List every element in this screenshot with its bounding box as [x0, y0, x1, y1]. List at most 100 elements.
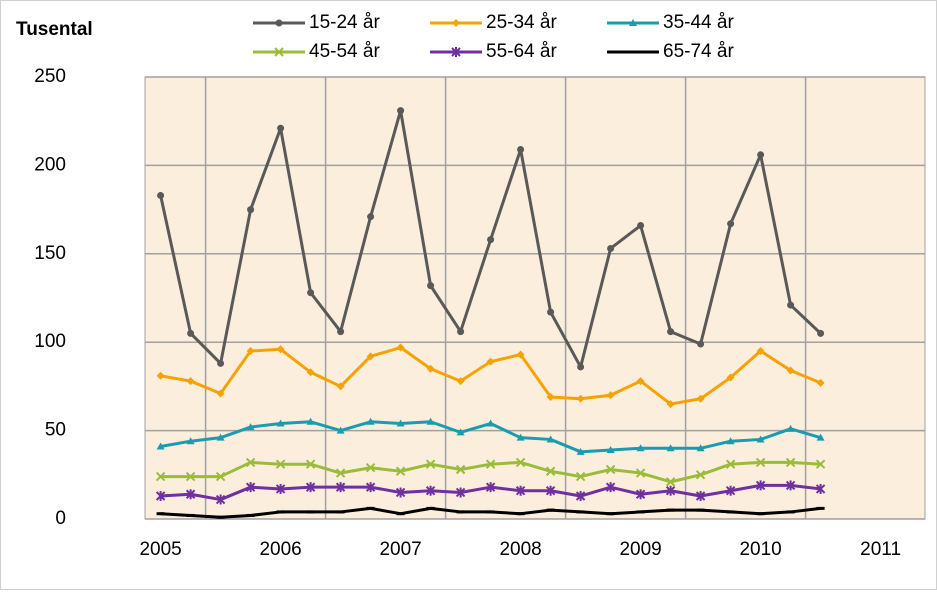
point — [457, 328, 465, 336]
x-tick-label: 2011 — [860, 539, 901, 560]
point — [216, 389, 225, 398]
point — [635, 468, 646, 478]
point — [786, 366, 795, 375]
point — [576, 394, 585, 403]
point — [816, 433, 825, 441]
point — [277, 124, 285, 132]
point — [367, 213, 375, 221]
point — [727, 220, 735, 228]
point — [426, 364, 435, 373]
point — [216, 433, 225, 441]
point — [306, 368, 315, 377]
point — [546, 393, 555, 402]
point — [606, 446, 615, 454]
point — [246, 347, 255, 356]
point — [487, 236, 495, 244]
point — [155, 471, 166, 482]
point — [756, 435, 765, 443]
point — [336, 382, 345, 391]
y-axis-label: Tusental — [16, 19, 93, 40]
point — [666, 400, 675, 409]
y-tick-label: 200 — [34, 154, 66, 175]
point — [425, 485, 436, 496]
point — [785, 480, 796, 491]
point — [695, 491, 706, 502]
point — [246, 423, 255, 431]
point — [247, 206, 255, 214]
point — [307, 289, 315, 297]
point — [486, 419, 495, 427]
point — [726, 373, 735, 382]
point — [396, 419, 405, 427]
legend-label: 45-54 år — [309, 41, 380, 62]
point — [485, 459, 496, 469]
point — [635, 489, 646, 500]
point — [275, 459, 286, 469]
point — [606, 391, 615, 400]
point — [696, 394, 705, 403]
x-tick-label: 2008 — [499, 539, 541, 560]
x-tick-label: 2007 — [379, 539, 421, 560]
point — [516, 350, 525, 359]
point — [186, 377, 195, 386]
point — [815, 483, 826, 494]
point — [276, 419, 285, 427]
legend-label: 55-64 år — [486, 41, 557, 62]
legend-marker — [451, 47, 461, 57]
point — [365, 463, 376, 473]
point — [366, 417, 375, 425]
point — [215, 471, 226, 482]
point — [426, 417, 435, 425]
point — [456, 377, 465, 386]
point — [425, 459, 436, 469]
legend-label: 15-24 år — [309, 12, 380, 33]
point — [577, 363, 585, 371]
point — [607, 244, 615, 252]
point — [757, 151, 765, 159]
point — [817, 329, 825, 337]
legend-marker — [275, 19, 283, 27]
point — [516, 433, 525, 441]
point — [665, 477, 676, 487]
legend-label: 35-44 år — [663, 12, 734, 33]
point — [545, 485, 556, 496]
point — [786, 424, 795, 432]
point — [335, 468, 346, 478]
point — [215, 494, 226, 505]
point — [665, 485, 676, 496]
y-tick-label: 150 — [34, 243, 66, 264]
point — [696, 444, 705, 452]
y-tick-label: 100 — [34, 331, 66, 352]
point — [455, 464, 466, 475]
point — [157, 191, 165, 199]
point — [276, 345, 285, 354]
point — [547, 308, 555, 316]
point — [187, 329, 195, 337]
point — [337, 328, 345, 336]
point — [637, 222, 645, 230]
point — [395, 466, 406, 476]
point — [515, 457, 526, 468]
point — [395, 487, 406, 498]
point — [245, 482, 256, 493]
point — [335, 482, 346, 493]
point — [755, 457, 766, 468]
point — [306, 417, 315, 425]
x-tick-label: 2006 — [259, 539, 301, 560]
point — [185, 471, 196, 482]
point — [156, 371, 165, 380]
point — [217, 359, 225, 367]
point — [336, 426, 345, 434]
point — [186, 437, 195, 445]
point — [245, 457, 256, 468]
legend-label: 25-34 år — [486, 12, 557, 33]
point — [636, 444, 645, 452]
point — [576, 447, 585, 455]
x-tick-label: 2005 — [139, 539, 181, 560]
x-tick-label: 2010 — [739, 539, 781, 560]
point — [667, 328, 675, 336]
legend-marker — [452, 19, 460, 27]
y-tick-label: 0 — [55, 508, 66, 529]
point — [397, 107, 405, 115]
